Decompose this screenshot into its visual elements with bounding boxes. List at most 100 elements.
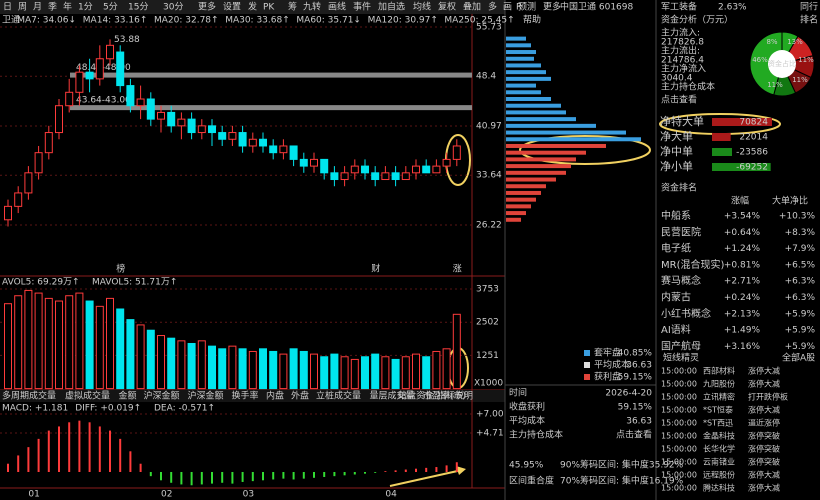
rank-name[interactable]: 赛马概念 (661, 274, 701, 287)
level-band (70, 105, 472, 111)
toolbar-item: 九转 (303, 1, 321, 13)
rank-name[interactable]: MR(混合现实) (661, 258, 724, 271)
chip-bar (506, 110, 566, 115)
volume-bar (146, 329, 155, 390)
toolbar-item: 均线 (413, 1, 431, 13)
rank-ratio: +6.3% (785, 277, 816, 287)
tab[interactable]: 外盘 (291, 390, 309, 402)
rank-ratio: +6.5% (785, 260, 816, 270)
volume-bar (401, 356, 410, 390)
tab[interactable]: 立桩成交量 (316, 390, 361, 402)
legend-swatch (584, 362, 590, 368)
candle-body (279, 145, 288, 154)
net-label: 净中单 (660, 144, 693, 158)
toolbar-item: 年 (63, 1, 72, 13)
macd-legend: DIFF: +0.019↑ (75, 404, 141, 414)
rank-name[interactable]: 民营医院 (661, 225, 701, 238)
tab[interactable]: 沪深金额 (144, 390, 180, 402)
net-label: 净小单 (660, 159, 693, 173)
net-bar (712, 148, 732, 156)
net-value: -69252 (736, 163, 768, 173)
candle-body (442, 158, 451, 167)
candle-body (361, 165, 369, 174)
info-label: 平均成本 (509, 415, 545, 427)
elf-event: 涨停大减 (748, 470, 780, 480)
toolbar-bg (0, 0, 505, 14)
chip-bar (506, 43, 531, 48)
rank-change: +3.16% (724, 342, 761, 352)
rank-ratio: +7.9% (785, 244, 816, 254)
candle-body (310, 158, 318, 167)
elf-scope: 全部A股 (782, 352, 815, 364)
rank-name[interactable]: 内蒙古 (661, 291, 691, 304)
pie-label: 11% (792, 76, 808, 84)
rank-name[interactable]: AI语料 (661, 323, 691, 336)
rank-name[interactable]: 电子纸 (661, 242, 691, 255)
elf-time: 15:00:00 (661, 432, 697, 441)
tabs-bg (0, 390, 505, 402)
pie-label: 11% (767, 81, 783, 89)
toolbar-item: 叠加 (463, 2, 481, 13)
volume-bar (14, 295, 23, 390)
rank-ratio: +5.9% (785, 309, 816, 319)
chip-bar (506, 63, 541, 68)
unit-label: X1000 (474, 379, 503, 389)
volume-bar (299, 350, 308, 390)
rank-name[interactable]: 小红书概念 (661, 307, 711, 320)
rank-name[interactable]: 中船系 (661, 209, 691, 222)
tab[interactable]: 虚拟成交量 (65, 390, 110, 402)
flow-label: 主力流入: (661, 27, 700, 39)
vol-legend: AVOL5: 69.29万↑ (2, 278, 80, 288)
chip-bar (506, 56, 534, 61)
volume-bar (177, 340, 186, 390)
rank-title: 资金排名 (661, 182, 697, 194)
flow-label: 主力净流入 (661, 63, 706, 75)
y-tick-label: 26.22 (476, 221, 502, 231)
volume-bar (106, 297, 114, 390)
tab[interactable]: 多周期成交量 (2, 390, 56, 402)
candle-body (452, 145, 461, 160)
chip-bar (506, 184, 546, 189)
tab[interactable]: 暗盘资金 (398, 390, 434, 402)
month-label: 01 (28, 490, 39, 500)
elf-event: 打开跌停板 (748, 392, 788, 402)
volume-bar (228, 345, 237, 390)
toolbar-item: 筹 (288, 1, 297, 13)
elf-stock: 腾达科技 (703, 483, 735, 493)
chip-bar (506, 204, 531, 209)
candle-body (208, 125, 216, 134)
toolbar-item: 更多 (543, 1, 561, 13)
y-tick-label: 3753 (476, 285, 499, 295)
chip-bar (506, 177, 556, 182)
elf-time: 15:00:00 (661, 393, 697, 402)
sector-change: 2.63% (718, 3, 747, 13)
tab[interactable]: 市盈率(市) (423, 390, 466, 402)
volume-bar (452, 313, 461, 390)
candle-body (4, 205, 12, 221)
volume-bar (320, 356, 329, 390)
candle-body (330, 172, 339, 181)
elf-stock: 远程股份 (703, 470, 735, 480)
legend-swatch (584, 374, 590, 380)
chip-header: 中国卫通 601698 (560, 1, 633, 13)
rank-change: +0.24% (724, 293, 761, 303)
tab[interactable]: 指标说明 (437, 390, 473, 402)
volume-bar (218, 348, 227, 390)
range-label: 45.95% (509, 461, 544, 471)
tab[interactable]: 金额 (119, 390, 137, 402)
candle-body (299, 158, 308, 167)
ma-legend: MA60: 35.71↓ (296, 16, 361, 26)
chip-bar (506, 117, 576, 122)
tab[interactable]: 沪深金额 (188, 390, 224, 402)
toolbar-item: 月 (33, 2, 42, 13)
ma-legend: MA120: 30.97↑ (368, 16, 438, 26)
rank-name[interactable]: 国产航母 (661, 339, 701, 352)
chip-bar (506, 50, 536, 55)
tab[interactable]: 量层成交量 (370, 390, 415, 402)
volume-bar (279, 353, 288, 390)
volume-bar (371, 353, 380, 390)
candle-body (340, 172, 349, 181)
tab[interactable]: 内盘 (266, 390, 284, 402)
candle-body (371, 172, 380, 181)
tab[interactable]: 换手率 (232, 390, 259, 402)
